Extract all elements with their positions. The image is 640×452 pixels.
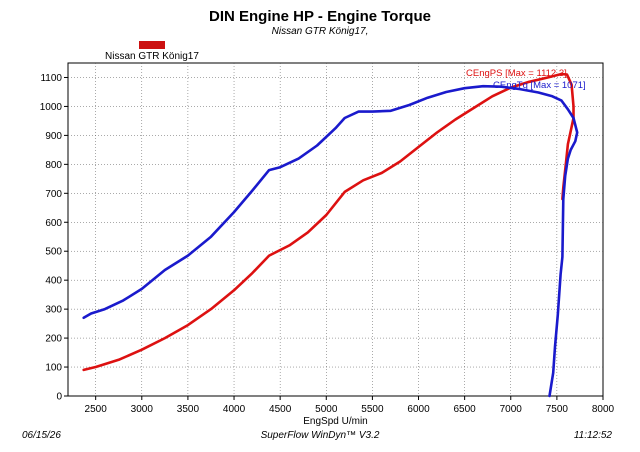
x-tick-label: 7500 (546, 404, 569, 415)
footer-software: SuperFlow WinDyn™ V3.2 (260, 430, 380, 441)
y-tick-label: 600 (45, 218, 62, 229)
legend-swatch (139, 41, 165, 49)
power-series-line (82, 72, 575, 372)
y-tick-label: 900 (45, 131, 62, 142)
legend-label: Nissan GTR König17 (105, 51, 199, 62)
x-tick-label: 2500 (85, 404, 108, 415)
torque-max-label: CEngTq [Max = 1071] (493, 80, 586, 91)
y-tick-label: 300 (45, 305, 62, 316)
y-tick-label: 100 (45, 363, 62, 374)
y-tick-label: 700 (45, 189, 62, 200)
x-tick-label: 3500 (177, 404, 200, 415)
y-tick-label: 800 (45, 160, 62, 171)
x-tick-label: 6000 (407, 404, 430, 415)
x-axis-label: EngSpd U/min (303, 416, 367, 427)
y-tick-label: 1000 (40, 102, 63, 113)
torque-series-line (82, 84, 579, 398)
chart-subtitle: Nissan GTR König17, (271, 26, 369, 37)
x-tick-label: 6500 (454, 404, 477, 415)
plot-frame (67, 62, 604, 397)
y-tick-label: 400 (45, 276, 62, 287)
power-max-label: CEngPS [Max = 1112.3] (466, 68, 567, 79)
x-tick-label: 4000 (223, 404, 246, 415)
y-tick-label: 0 (56, 392, 62, 403)
y-tick-label: 500 (45, 247, 62, 258)
footer-date: 06/15/26 (22, 430, 61, 441)
x-tick-label: 4500 (269, 404, 292, 415)
x-tick-label: 5000 (315, 404, 338, 415)
footer-time: 11:12:52 (573, 430, 612, 441)
x-tick-label: 3000 (131, 404, 154, 415)
y-tick-label: 1100 (40, 73, 62, 84)
x-tick-label: 8000 (592, 404, 615, 415)
x-tick-label: 5500 (361, 404, 384, 415)
chart-title: DIN Engine HP - Engine Torque (209, 8, 431, 25)
x-tick-label: 7000 (500, 404, 523, 415)
y-tick-label: 200 (45, 334, 62, 345)
